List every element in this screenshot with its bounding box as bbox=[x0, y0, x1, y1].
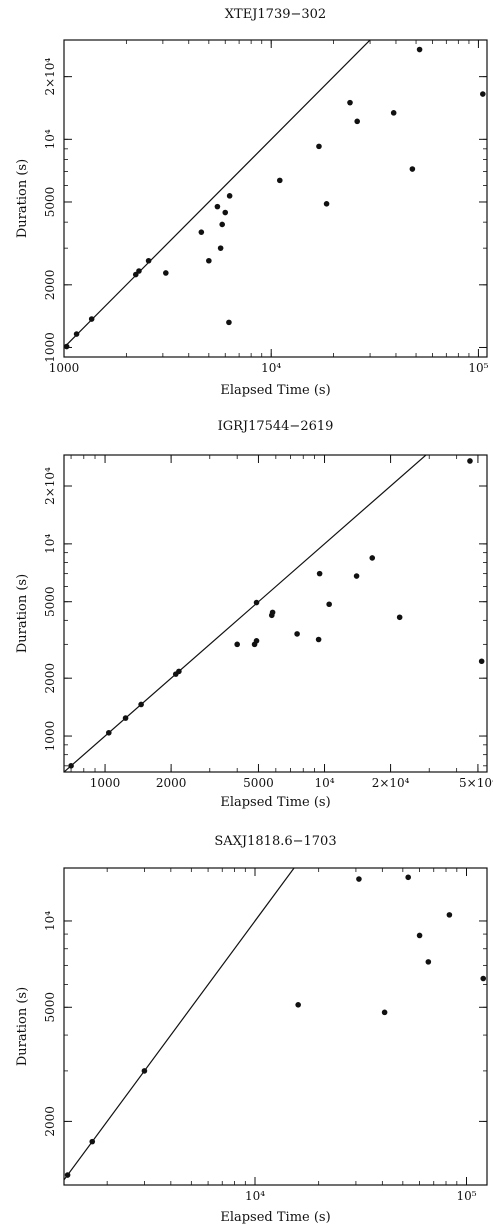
x-tick-label: 2000 bbox=[156, 776, 187, 790]
y-tick-label: 5000 bbox=[43, 586, 57, 617]
data-point bbox=[269, 609, 276, 616]
x-tick-label: 10⁴ bbox=[261, 361, 281, 375]
x-tick-label: 10⁵ bbox=[456, 1189, 476, 1203]
data-point bbox=[416, 46, 423, 53]
data-point bbox=[122, 715, 129, 721]
data-point bbox=[253, 638, 260, 644]
y-tick-label: 10⁴ bbox=[43, 534, 57, 554]
data-point bbox=[347, 99, 353, 106]
y-tick-label: 1000 bbox=[43, 332, 57, 363]
data-point bbox=[222, 209, 229, 216]
data-point bbox=[136, 268, 142, 274]
data-point bbox=[315, 636, 322, 643]
data-point bbox=[217, 245, 224, 251]
y-tick-label: 1000 bbox=[43, 721, 57, 752]
x-tick-label: 10⁴ bbox=[314, 776, 334, 790]
y-tick-label: 5000 bbox=[43, 992, 57, 1023]
data-point bbox=[206, 257, 212, 264]
y-tick-label: 2×10⁴ bbox=[43, 58, 57, 96]
plot-frame bbox=[63, 867, 488, 1186]
data-point bbox=[326, 601, 332, 608]
x-tick-label: 1000 bbox=[49, 361, 80, 375]
data-point bbox=[425, 959, 432, 965]
data-point bbox=[480, 975, 487, 982]
data-point bbox=[353, 573, 360, 579]
y-tick-label: 5000 bbox=[43, 187, 57, 218]
chart-title: SAXJ1818.6−1703 bbox=[214, 834, 336, 849]
scatter-panel-2: IGRJ17544−2619 1000 2000 5000 10⁴ 2×10⁴ 5×10⁴ 1… bbox=[15, 419, 493, 810]
x-tick-label: 10⁴ bbox=[245, 1189, 265, 1203]
y-tick-label: 2000 bbox=[43, 270, 57, 301]
x-tick-label: 2×10⁴ bbox=[372, 776, 410, 790]
x-tick-label: 5000 bbox=[243, 776, 274, 790]
x-tick-label: 1000 bbox=[90, 776, 121, 790]
data-point bbox=[396, 614, 403, 621]
chart-title: IGRJ17544−2619 bbox=[218, 419, 334, 434]
data-point bbox=[163, 270, 169, 276]
equality-reference-line bbox=[64, 40, 371, 349]
equality-reference-line bbox=[64, 455, 427, 772]
y-tick-label: 2000 bbox=[43, 663, 57, 694]
data-point bbox=[138, 701, 144, 708]
plot-frame bbox=[63, 454, 488, 773]
y-tick-label: 2000 bbox=[43, 1106, 57, 1137]
chart-title: XTEJ1739−302 bbox=[225, 7, 326, 22]
equality-reference-line bbox=[64, 868, 295, 1181]
x-axis-label: Elapsed Time (s) bbox=[220, 795, 330, 810]
y-axis-label: Duration (s) bbox=[15, 159, 30, 238]
y-tick-label: 2×10⁴ bbox=[43, 467, 57, 505]
y-axis-label: Duration (s) bbox=[15, 987, 30, 1066]
data-point bbox=[356, 876, 362, 882]
data-point bbox=[198, 229, 205, 235]
data-point bbox=[73, 331, 80, 337]
plot-frame bbox=[63, 39, 488, 358]
data-point bbox=[64, 343, 70, 350]
data-point bbox=[480, 91, 486, 97]
data-point bbox=[316, 143, 322, 150]
data-point bbox=[214, 203, 221, 210]
x-axis-label: Elapsed Time (s) bbox=[220, 1210, 330, 1225]
x-tick-label: 10⁵ bbox=[468, 361, 488, 375]
data-point bbox=[68, 763, 74, 769]
data-point bbox=[405, 874, 411, 881]
x-axis-label: Elapsed Time (s) bbox=[220, 383, 330, 398]
data-point bbox=[253, 599, 260, 606]
data-point bbox=[369, 555, 376, 561]
scatter-panel-1: XTEJ1739−302 1000 10⁴ 10⁵ 1000 2000 5000 10⁴ 2×1… bbox=[15, 7, 489, 398]
data-point bbox=[64, 1172, 71, 1178]
x-tick-label: 5×10⁴ bbox=[459, 776, 493, 790]
data-point bbox=[467, 458, 473, 464]
scatter-panel-3: SAXJ1818.6−1703 10⁴ 10⁵ 2000 5000 10⁴ Elapsed … bbox=[15, 834, 488, 1225]
data-point bbox=[478, 658, 485, 665]
data-point bbox=[416, 932, 423, 939]
data-point bbox=[88, 316, 95, 322]
data-point bbox=[226, 193, 233, 199]
data-point bbox=[141, 1068, 148, 1074]
y-tick-label: 10⁴ bbox=[43, 911, 57, 931]
y-axis-label: Duration (s) bbox=[15, 574, 30, 653]
data-point bbox=[294, 631, 300, 637]
y-tick-label: 10⁴ bbox=[43, 129, 57, 149]
data-point bbox=[390, 110, 397, 116]
data-point bbox=[145, 257, 152, 264]
data-point bbox=[176, 668, 182, 675]
data-point bbox=[105, 729, 112, 736]
data-point bbox=[354, 118, 360, 125]
data-point bbox=[409, 166, 416, 172]
data-point bbox=[295, 1002, 301, 1008]
data-point bbox=[226, 319, 232, 326]
data-point bbox=[219, 221, 225, 228]
data-point bbox=[89, 1138, 96, 1145]
data-point bbox=[446, 912, 453, 918]
data-point bbox=[316, 570, 323, 577]
data-point bbox=[276, 177, 283, 184]
data-point bbox=[234, 641, 240, 648]
data-point bbox=[132, 271, 139, 278]
data-point bbox=[323, 201, 330, 207]
data-point bbox=[381, 1009, 388, 1016]
